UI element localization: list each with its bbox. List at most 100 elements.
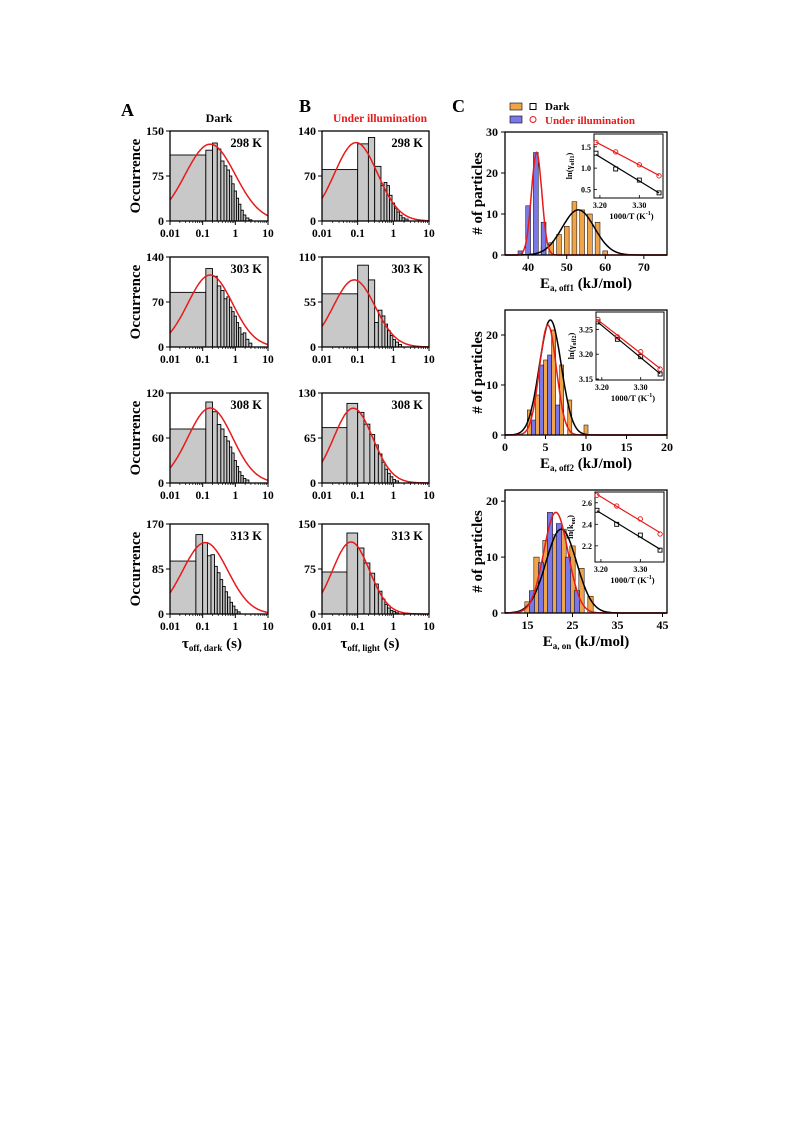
- x-tick-label: 0.1: [195, 228, 210, 240]
- inset-x-tick-label: 3.30: [633, 565, 647, 574]
- inset-y-label-close: ): [566, 332, 576, 335]
- histogram-bar: [216, 424, 222, 484]
- x-tick-label: 10: [423, 354, 435, 366]
- y-tick-label: 10: [486, 378, 498, 392]
- dark-data-point: [657, 547, 663, 553]
- hist-B3: 0 65 130 0.01 0.1 1 10 308 K: [298, 386, 435, 502]
- x-tick-label: 1: [232, 228, 238, 240]
- histogram-bar: [220, 289, 225, 348]
- x-tick-label: 25: [567, 618, 579, 632]
- histogram-bar: [346, 402, 359, 484]
- histogram-bar: [205, 268, 213, 348]
- temperature-label: 308 K: [230, 398, 262, 412]
- light-bar: [574, 590, 580, 614]
- inset-frame: [593, 133, 664, 199]
- hist-A3: 0 60 120 0.01 0.1 1 10 308 K Occurrence: [128, 386, 274, 502]
- panel-a-xlabel: τoff, dark (s): [182, 636, 242, 653]
- light-regression-line: [596, 493, 661, 534]
- inset-x-label: 1000/T (K-1): [611, 393, 655, 403]
- y-tick-label: 10: [486, 207, 498, 221]
- histogram-bar: [367, 279, 376, 348]
- histogram-bar: [367, 136, 376, 222]
- light-data-point: [613, 149, 619, 155]
- inset-x-label-close: ): [652, 575, 655, 585]
- panel-letter-a: A: [121, 100, 134, 120]
- light-bar: [539, 364, 544, 436]
- plot-frame: [504, 131, 668, 256]
- inset-x-label-close: ): [651, 211, 654, 221]
- y-tick-label: 0: [310, 214, 316, 228]
- histogram-bar: [363, 423, 371, 484]
- y-tick-label: 20: [486, 328, 498, 342]
- y-tick-label: 60: [152, 431, 164, 445]
- inset-y-tick-label: 1.0: [581, 164, 591, 173]
- y-tick-label: 0: [492, 428, 498, 442]
- light-data-point: [638, 349, 644, 355]
- inset-y-label-sub: off2: [572, 335, 578, 345]
- dark-bar: [564, 226, 570, 256]
- hist-B1: 0 70 140 0.01 0.1 1 10 298 K: [298, 124, 435, 240]
- legend-dark-swatch: [509, 102, 523, 111]
- light-data-point: [594, 492, 600, 498]
- x-tick-label: 10: [423, 490, 435, 502]
- x-tick-label: 10: [262, 354, 274, 366]
- histogram-bar: [321, 293, 359, 348]
- x-tick-label: 0.1: [350, 228, 365, 240]
- hist-A4: 0 85 170 0.01 0.1 1 10 313 K Occurrence: [128, 517, 274, 633]
- x-tick-label: 1: [390, 621, 396, 633]
- inset-y-tick-label: 2.6: [582, 499, 592, 508]
- y-tick-label: 110: [299, 250, 316, 264]
- inset-x-label-exp: -1: [647, 393, 652, 399]
- x-label-main: E: [543, 634, 553, 650]
- histogram-bar: [357, 264, 369, 348]
- y-axis-label: Occurrence: [128, 264, 144, 339]
- x-tick-label: 50: [561, 260, 573, 274]
- temperature-label: 303 K: [230, 262, 262, 276]
- temperature-label: 298 K: [230, 136, 262, 150]
- light-regression-line: [595, 141, 660, 176]
- light-regression-line: [597, 319, 661, 369]
- hist-A2: 0 70 140 0.01 0.1 1 10 303 K Occurrence: [128, 250, 274, 366]
- inset-x-tick-label: 3.30: [634, 383, 648, 392]
- x-tick-label: 1: [232, 354, 238, 366]
- inset-x-label-main: 1000/T (K: [611, 393, 648, 403]
- x-axis-label: Ea, off2 (kJ/mol): [540, 456, 632, 473]
- y-tick-label: 30: [486, 125, 498, 139]
- inset-y-label: ln(γoff1): [564, 152, 576, 179]
- plot-frame: [504, 489, 668, 614]
- x-tick-label: 0.01: [160, 490, 180, 502]
- x-tick-label: 10: [262, 490, 274, 502]
- light-data-point: [636, 162, 642, 168]
- y-tick-label: 0: [310, 607, 316, 621]
- y-tick-label: 70: [304, 169, 316, 183]
- y-axis-label: Occurrence: [128, 138, 144, 213]
- inset-x-label: 1000/T (K-1): [609, 211, 653, 221]
- dark-bar: [535, 394, 540, 436]
- y-tick-label: 0: [158, 214, 164, 228]
- x-tick-label: 0.1: [195, 490, 210, 502]
- y-tick-label: 10: [486, 550, 498, 564]
- inset-y-tick-label: 3.25: [579, 325, 593, 334]
- y-tick-label: 0: [492, 248, 498, 262]
- fit-curve: [169, 274, 269, 346]
- dark-bar: [579, 209, 585, 256]
- legend-dark-marker: [529, 103, 537, 110]
- inset-y-label-main: ln(γ: [566, 345, 576, 359]
- y-tick-label: 170: [146, 517, 164, 531]
- light-bar: [531, 419, 536, 436]
- dark-data-point: [594, 507, 600, 513]
- histogram-bar: [206, 555, 212, 615]
- y-tick-label: 70: [152, 295, 164, 309]
- x-tick-label: 60: [599, 260, 611, 274]
- x-tick-label: 0.01: [160, 228, 180, 240]
- temperature-label: 308 K: [391, 398, 423, 412]
- light-bar: [565, 556, 571, 614]
- inset-x-tick-label: 3.20: [593, 201, 607, 210]
- x-tick-label: 10: [262, 228, 274, 240]
- inset-y-tick-label: 1.5: [581, 143, 591, 152]
- y-axis-label: # of particles: [470, 152, 486, 235]
- dark-data-point: [638, 354, 644, 360]
- inset-y-label-sub: on: [571, 517, 577, 524]
